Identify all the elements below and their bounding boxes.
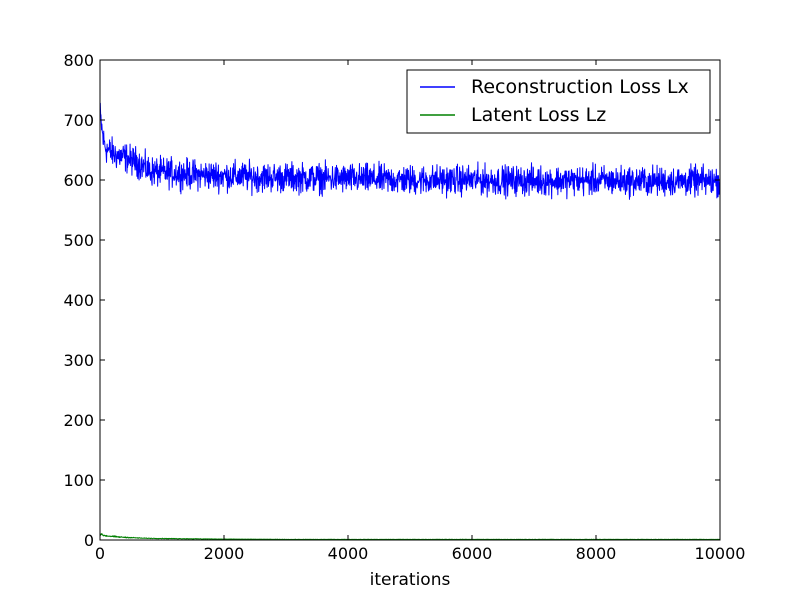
series-layer [99,102,721,541]
legend: Reconstruction Loss Lx Latent Loss Lz [406,69,711,134]
x-tick-label: 8000 [576,544,617,563]
series-line-latent [99,532,721,541]
y-tick-label: 300 [63,351,94,370]
legend-label-reconstruction: Reconstruction Loss Lx [471,76,689,98]
x-tick-label: 6000 [452,544,493,563]
legend-label-latent: Latent Loss Lz [471,104,606,126]
plot-area [100,60,720,540]
x-tick-label: 2000 [204,544,245,563]
y-tick-label: 0 [84,531,94,550]
x-tick-label: 10000 [695,544,746,563]
series-line-reconstruction [99,102,721,200]
x-axis-label: iterations [370,570,451,590]
y-tick-label: 400 [63,291,94,310]
legend-box [406,69,711,134]
x-axis-ticks: 0 2000 4000 6000 8000 10000 [95,60,746,563]
y-axis-ticks: 0 100 200 300 400 500 600 700 800 [63,51,720,550]
y-tick-label: 100 [63,471,94,490]
y-tick-label: 600 [63,171,94,190]
y-tick-label: 700 [63,111,94,130]
x-tick-label: 0 [95,544,105,563]
y-tick-label: 200 [63,411,94,430]
y-tick-label: 500 [63,231,94,250]
x-tick-label: 4000 [328,544,369,563]
y-tick-label: 800 [63,51,94,70]
